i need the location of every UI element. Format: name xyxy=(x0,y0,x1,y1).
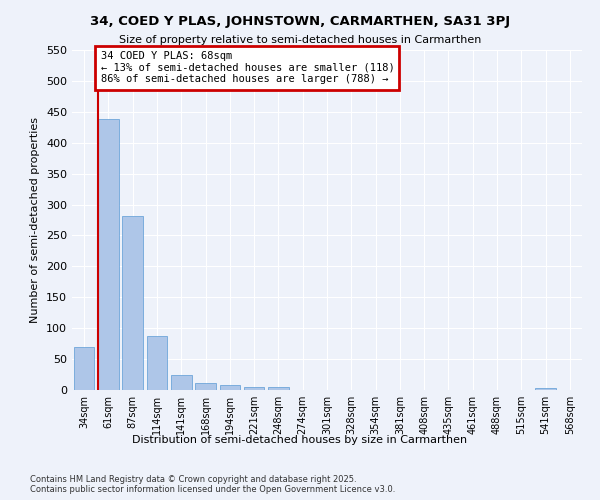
Bar xyxy=(244,387,265,390)
Text: Distribution of semi-detached houses by size in Carmarthen: Distribution of semi-detached houses by … xyxy=(133,435,467,445)
Text: 34 COED Y PLAS: 68sqm
← 13% of semi-detached houses are smaller (118)
86% of sem: 34 COED Y PLAS: 68sqm ← 13% of semi-deta… xyxy=(101,51,394,84)
Bar xyxy=(171,374,191,390)
Bar xyxy=(220,385,240,390)
Y-axis label: Number of semi-detached properties: Number of semi-detached properties xyxy=(31,117,40,323)
Bar xyxy=(535,388,556,390)
Text: Contains HM Land Registry data © Crown copyright and database right 2025.
Contai: Contains HM Land Registry data © Crown c… xyxy=(30,475,395,494)
Bar xyxy=(74,346,94,390)
Text: 34, COED Y PLAS, JOHNSTOWN, CARMARTHEN, SA31 3PJ: 34, COED Y PLAS, JOHNSTOWN, CARMARTHEN, … xyxy=(90,15,510,28)
Bar xyxy=(146,336,167,390)
Bar xyxy=(268,387,289,390)
Bar xyxy=(98,119,119,390)
Bar xyxy=(195,383,216,390)
Text: Size of property relative to semi-detached houses in Carmarthen: Size of property relative to semi-detach… xyxy=(119,35,481,45)
Bar xyxy=(122,216,143,390)
